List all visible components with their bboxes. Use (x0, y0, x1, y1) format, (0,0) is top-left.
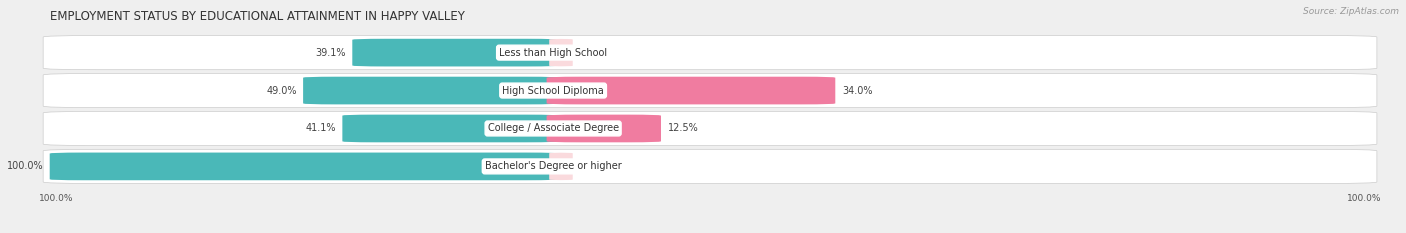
FancyBboxPatch shape (304, 77, 560, 104)
FancyBboxPatch shape (49, 153, 560, 180)
FancyBboxPatch shape (44, 73, 1376, 108)
FancyBboxPatch shape (547, 115, 661, 142)
Text: 0.0%: 0.0% (582, 48, 606, 58)
Text: 39.1%: 39.1% (315, 48, 346, 58)
Text: High School Diploma: High School Diploma (502, 86, 605, 96)
Text: 0.0%: 0.0% (582, 161, 606, 171)
Text: Bachelor's Degree or higher: Bachelor's Degree or higher (485, 161, 621, 171)
FancyBboxPatch shape (44, 149, 1376, 183)
FancyBboxPatch shape (547, 77, 835, 104)
Text: 41.1%: 41.1% (305, 123, 336, 134)
Text: 49.0%: 49.0% (266, 86, 297, 96)
FancyBboxPatch shape (550, 153, 572, 180)
Text: Source: ZipAtlas.com: Source: ZipAtlas.com (1303, 7, 1399, 16)
FancyBboxPatch shape (44, 111, 1376, 146)
Text: 34.0%: 34.0% (842, 86, 872, 96)
FancyBboxPatch shape (44, 36, 1376, 70)
Text: Less than High School: Less than High School (499, 48, 607, 58)
FancyBboxPatch shape (353, 39, 560, 66)
Text: 12.5%: 12.5% (668, 123, 699, 134)
FancyBboxPatch shape (550, 39, 572, 66)
FancyBboxPatch shape (343, 115, 560, 142)
Text: 100.0%: 100.0% (7, 161, 44, 171)
Text: EMPLOYMENT STATUS BY EDUCATIONAL ATTAINMENT IN HAPPY VALLEY: EMPLOYMENT STATUS BY EDUCATIONAL ATTAINM… (49, 10, 464, 23)
Text: College / Associate Degree: College / Associate Degree (488, 123, 619, 134)
